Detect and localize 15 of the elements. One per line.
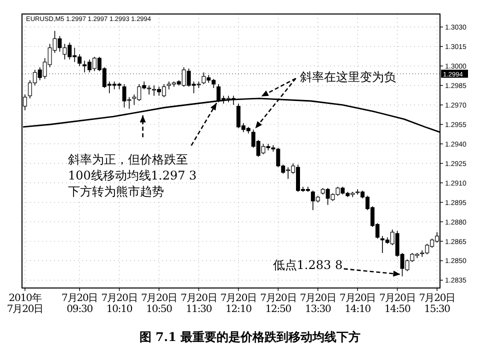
x-tick-label: 7月20日 14:50 xyxy=(379,293,416,315)
x-tick-label: 7月20日 10:50 xyxy=(140,293,178,315)
x-tick-label: 2010年 7月20日 xyxy=(6,292,44,315)
text: 图 7.1 最重要的是价格跌到移动均线下方 xyxy=(139,330,361,344)
x-tick-label: 7月20日 13:30 xyxy=(300,293,336,315)
annotation: 低点1.283 8 xyxy=(272,258,343,272)
x-tick-label: 7月20日 14:10 xyxy=(340,293,376,315)
x-tick-label: 7月20日 15:30 xyxy=(418,293,456,315)
annotation: 斜率为正，但价格跌至 100线移动均线1.297 3 下方转为熊市趋势 xyxy=(68,152,197,198)
x-tick-label: 7月20日 12:50 xyxy=(260,293,296,315)
annotation: 斜率在这里变为负 xyxy=(300,70,396,84)
x-tick-label: 7月20日 12:10 xyxy=(220,293,256,315)
x-tick-label: 7月20日 11:30 xyxy=(180,293,217,315)
x-tick-label: 7月20日 09:30 xyxy=(62,293,98,315)
x-tick-label: 7月20日 10:10 xyxy=(101,293,138,315)
